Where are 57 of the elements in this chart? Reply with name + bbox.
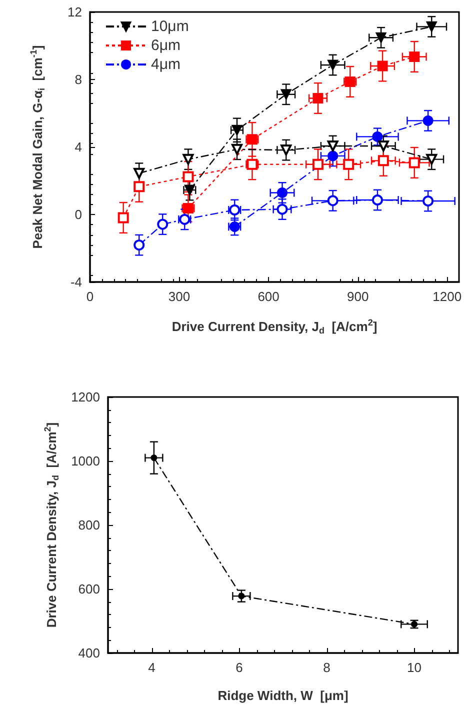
point <box>378 155 389 166</box>
y-tick-label: 400 <box>78 646 100 660</box>
point <box>118 212 129 224</box>
point <box>343 158 354 170</box>
point <box>422 196 434 206</box>
point <box>372 194 383 206</box>
point <box>182 154 194 165</box>
x-tick-label: 8 <box>323 660 330 675</box>
point <box>372 131 383 142</box>
point <box>280 144 292 156</box>
point <box>280 89 292 100</box>
point <box>408 157 420 168</box>
y-axis-title: Drive Current Density, Jd [A/cm2] <box>42 422 61 628</box>
point <box>377 60 388 72</box>
y-tick-label: 12 <box>68 4 82 20</box>
legend-label: 4μm <box>151 56 180 73</box>
y-tick-label: 800 <box>78 518 100 532</box>
x-tick-label: 4 <box>148 660 156 675</box>
point <box>134 240 145 251</box>
point <box>328 150 338 162</box>
point <box>312 92 324 104</box>
legend-label: 10μm <box>151 18 189 35</box>
x-tick-label: 1200 <box>432 289 462 304</box>
point <box>182 171 194 182</box>
y-tick-label: 600 <box>78 582 100 596</box>
point <box>134 168 145 179</box>
point <box>238 592 245 600</box>
point <box>378 140 389 152</box>
x-tick-label: 900 <box>346 289 369 304</box>
point <box>150 454 158 462</box>
legend-label: 6μm <box>151 37 180 54</box>
y-axis-title: Peak Net Modal Gain, G-αi [cm-1] <box>28 45 46 249</box>
x-tick-label: 300 <box>168 289 190 304</box>
y-tick-label: 8 <box>74 72 82 87</box>
y-tick-label: -4 <box>70 274 82 290</box>
point <box>327 140 338 152</box>
point <box>426 154 438 165</box>
y-tick-label: 1200 <box>71 390 100 404</box>
y-tick-label: 0 <box>74 207 82 222</box>
x-tick-label: 6 <box>236 660 243 675</box>
point <box>328 60 338 70</box>
point <box>276 204 288 215</box>
point <box>376 32 386 43</box>
point <box>426 21 437 32</box>
point <box>276 187 288 198</box>
x-axis-title: Ridge Width, W [μm] <box>218 688 348 703</box>
point <box>312 158 324 170</box>
x-tick-label: 600 <box>258 289 280 304</box>
y-tick-label: 4 <box>74 140 82 154</box>
point <box>157 218 168 230</box>
point <box>232 144 243 155</box>
y-tick-label: 1000 <box>71 454 100 468</box>
point <box>409 51 420 62</box>
point <box>134 181 145 192</box>
point <box>422 115 434 126</box>
x-tick-label: 10 <box>407 660 422 675</box>
point <box>327 195 338 206</box>
